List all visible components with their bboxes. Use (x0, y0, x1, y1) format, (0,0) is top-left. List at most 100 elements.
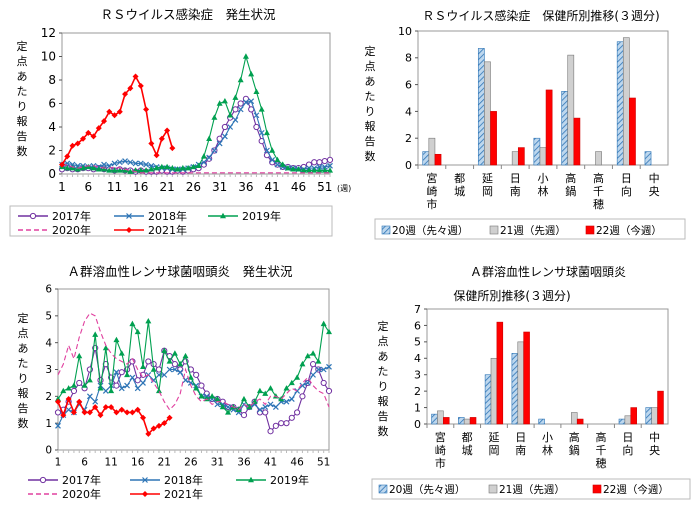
data-point (321, 164, 328, 170)
category-label: 小林 (542, 431, 553, 457)
data-point (284, 164, 291, 171)
bar (622, 37, 630, 166)
data-point (70, 382, 77, 388)
data-point (76, 398, 83, 405)
y-axis-label-char: 数 (17, 145, 28, 158)
category-label-char: 中 (649, 172, 660, 185)
y-tick-label: 2 (414, 385, 421, 398)
y-axis-label-char: 告 (378, 410, 389, 423)
y-axis-label-char: 点 (17, 55, 28, 68)
data-point (161, 347, 168, 353)
data-point (294, 374, 301, 380)
data-point (118, 385, 125, 392)
data-point (185, 164, 192, 171)
y-tick-label: 0 (405, 159, 412, 172)
category-label-char: 穂 (596, 456, 607, 470)
y-axis-label-char: あ (378, 350, 389, 363)
data-point (65, 406, 72, 413)
legend-item: 2021年 (130, 487, 203, 501)
x-tick-label: 1 (55, 457, 62, 469)
bar (561, 91, 569, 166)
data-point (102, 388, 109, 394)
legend-marker (39, 476, 47, 484)
x-tick-label: 41 (265, 180, 280, 194)
y-axis-label-char: 告 (17, 130, 28, 143)
bar (496, 321, 504, 425)
category-label: 高千穂 (596, 430, 607, 470)
series-line (61, 164, 330, 174)
x-tick-label: 46 (291, 180, 306, 194)
y-axis-label-char: 点 (378, 335, 389, 348)
data-point (311, 159, 318, 166)
bar (463, 418, 471, 425)
data-point (320, 320, 327, 327)
series-line (61, 100, 331, 170)
y-axis-label-char: あ (17, 70, 28, 83)
chart-title: ＲＳウイルス感染症 保健所別推移(３週分) (422, 8, 659, 23)
bar (434, 153, 442, 166)
data-point (134, 328, 141, 335)
data-point (65, 385, 72, 391)
data-point (155, 422, 162, 429)
data-point (211, 147, 218, 154)
data-point (203, 390, 210, 397)
data-point (262, 404, 269, 410)
legend-label: 2020年 (52, 223, 91, 237)
data-point (206, 155, 213, 162)
data-point (200, 153, 207, 159)
bar (437, 410, 444, 425)
bar (517, 341, 524, 425)
y-axis-label-char: 告 (18, 402, 29, 415)
data-point (169, 145, 176, 152)
x-tick-label: 41 (264, 457, 277, 469)
data-point (166, 358, 173, 364)
series-2021年 (55, 396, 173, 437)
legend-item: 2020年 (18, 223, 91, 237)
y-axis-label-char: 報 (18, 387, 29, 400)
data-point (171, 361, 179, 368)
legend-label: 2021年 (164, 487, 203, 501)
bar (545, 89, 553, 166)
legend-marker (142, 477, 148, 483)
data-point (264, 147, 270, 154)
data-point (118, 406, 125, 413)
data-point (97, 385, 104, 391)
y-tick-label: 2 (45, 391, 52, 403)
data-point (95, 166, 102, 172)
bar (511, 353, 519, 425)
data-point (315, 358, 322, 364)
y-axis-label-char: 定 (17, 39, 28, 53)
data-point (219, 403, 226, 410)
x-tick-label: 51 (317, 457, 330, 469)
data-point (166, 366, 173, 373)
y-axis-label-char: た (365, 90, 376, 103)
data-point (150, 366, 157, 372)
bar (657, 390, 664, 425)
data-point (310, 350, 317, 356)
data-point (124, 409, 131, 416)
category-label-char: 小 (542, 431, 553, 444)
y-axis-label-char: た (18, 357, 29, 370)
legend-item: 2020年 (28, 487, 101, 501)
data-point (55, 398, 61, 405)
data-point (108, 382, 115, 389)
data-point (65, 396, 72, 403)
y-tick-label: 2 (48, 144, 56, 158)
category-label-char: 央 (649, 185, 660, 198)
data-point (118, 350, 125, 356)
data-point (102, 404, 109, 411)
category-label-char: 小 (538, 172, 549, 185)
category-label-char: 崎 (435, 443, 446, 457)
y-axis-label-char: あ (365, 75, 376, 88)
data-point (227, 124, 234, 130)
y-tick-label: 10 (41, 50, 56, 64)
y-tick-label: 4 (45, 337, 52, 349)
data-point (177, 360, 184, 367)
category-label-char: 城 (462, 444, 473, 457)
chart-title: Ａ群溶血性レンサ球菌咽頭炎 発生状況 (67, 264, 293, 279)
y-tick-label: 10 (398, 25, 412, 38)
data-point (132, 73, 139, 80)
chart-subtitle: 保健所別推移(３週分) (453, 289, 570, 303)
